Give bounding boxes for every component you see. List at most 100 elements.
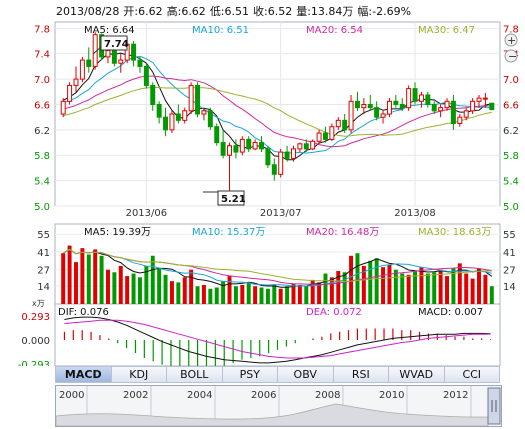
volume-bar: [137, 277, 142, 304]
macd-tick-label: -0.293: [18, 360, 50, 366]
candle-body: [259, 142, 264, 150]
candle-body: [265, 148, 271, 166]
volume-bar: [400, 273, 405, 304]
volume-bar: [361, 265, 366, 304]
volume-bar: [86, 254, 91, 304]
quote-high: 高:6.62: [166, 5, 206, 18]
volume-bar: [419, 267, 424, 304]
volume-bar: [214, 287, 219, 304]
quote-volume: 量:13.84万: [296, 5, 354, 18]
price-x-tick-label: 2013/08: [394, 208, 436, 219]
macd-histogram: [63, 328, 492, 366]
price-tick-label-right: 5.8: [503, 151, 519, 162]
candle-body: [438, 107, 444, 112]
timeline-year-label: 2006: [251, 390, 276, 401]
candle-body: [412, 88, 418, 102]
tab-cci[interactable]: CCI: [444, 366, 500, 383]
price-grid: [55, 22, 500, 207]
candle-body: [310, 140, 316, 150]
volume-bar: [176, 282, 181, 304]
candle-body: [271, 164, 277, 175]
candle-body: [418, 94, 424, 102]
volume-bar: [477, 268, 481, 304]
candle-body: [201, 110, 207, 115]
candle-body: [303, 143, 309, 150]
zoom-in-button[interactable]: +: [504, 33, 518, 47]
zoom-out-icon: −: [508, 50, 517, 63]
volume-bar: [278, 288, 283, 304]
volume-bar: [329, 277, 334, 304]
legend-vol-ma5: MA5: 19.39万: [84, 227, 151, 238]
high-annotation-label: 7.74: [104, 39, 129, 50]
zoom-out-button[interactable]: −: [504, 49, 518, 63]
volume-bar: [189, 269, 194, 304]
tab-rsi[interactable]: RSI: [333, 366, 389, 383]
volume-tick-label-right: 55: [503, 230, 516, 241]
tab-kdj[interactable]: KDJ: [111, 366, 167, 383]
candle-body: [342, 119, 348, 131]
candle-body: [79, 59, 85, 80]
volume-bar: [259, 287, 264, 304]
timeline-year-label: 2010: [379, 390, 404, 401]
candle-body: [425, 94, 431, 105]
stock-chart[interactable]: 7.87.87.47.47.07.06.66.66.26.25.85.85.45…: [0, 0, 525, 366]
volume-bar: [265, 288, 270, 304]
candle-body: [380, 113, 386, 118]
volume-bar: [464, 273, 469, 304]
price-tick-label-right: 6.6: [503, 100, 519, 111]
volume-tick-label-left: 27: [37, 266, 50, 277]
volume-ma30-line: [62, 248, 492, 283]
tab-boll[interactable]: BOLL: [167, 366, 223, 383]
volume-bar: [355, 253, 360, 304]
timeline-navigator[interactable]: 2000 2002 2004 2006 2008 2010 2012: [55, 385, 502, 427]
candle-body: [322, 132, 328, 140]
candle-body: [374, 107, 380, 118]
volume-bar: [246, 282, 251, 304]
price-x-tick-label: 2013/07: [260, 208, 302, 219]
volume-bar: [195, 286, 200, 304]
volume-unit-label: x万: [32, 299, 45, 308]
volume-bar: [413, 271, 418, 304]
candle-body: [227, 145, 233, 156]
candle-body: [86, 59, 92, 67]
candle-body: [252, 142, 258, 150]
candle-body: [105, 50, 111, 58]
volume-bar: [285, 286, 290, 304]
volume-bar: [272, 284, 277, 304]
volume-bar: [438, 269, 443, 304]
volume-bar: [67, 245, 72, 304]
volume-bar: [74, 262, 78, 304]
tab-obv[interactable]: OBV: [278, 366, 334, 383]
candle-body: [354, 100, 360, 109]
candle-body: [316, 132, 322, 142]
candle-body: [450, 100, 456, 125]
tab-wvad[interactable]: WVAD: [389, 366, 445, 383]
volume-bar: [297, 284, 302, 304]
volume-bar: [445, 276, 450, 304]
price-x-axis: 2013/06 2013/07 2013/08: [126, 208, 436, 219]
candle-body: [169, 113, 175, 131]
tab-macd[interactable]: MACD: [55, 366, 112, 383]
volume-ma-lines: [62, 248, 493, 288]
volume-bar: [208, 288, 213, 304]
volume-bar: [457, 263, 462, 304]
timeline-range-handle[interactable]: [487, 387, 501, 425]
volume-bar: [451, 268, 456, 304]
price-tick-label-left: 5.0: [34, 202, 50, 213]
quote-date: 2013/08/28: [56, 5, 120, 18]
candle-body: [348, 100, 354, 131]
price-tick-label-right: 6.2: [503, 126, 519, 137]
legend-ma5: MA5: 6.64: [84, 25, 135, 36]
timeline-history-area: [56, 403, 489, 426]
volume-bar: [118, 265, 123, 304]
candle-body: [444, 100, 450, 109]
tab-psy[interactable]: PSY: [222, 366, 278, 383]
volume-bar: [150, 255, 155, 304]
price-tick-label-left: 6.2: [34, 126, 50, 137]
ma30-line: [63, 86, 492, 137]
quote-header: 2013/08/28 开:6.62 高:6.62 低:6.51 收:6.52 量:13.8…: [56, 3, 415, 19]
volume-bar: [317, 282, 322, 304]
macd-tick-label: 0.293: [21, 312, 50, 323]
candle-body: [188, 84, 194, 112]
candle-body: [156, 103, 162, 118]
